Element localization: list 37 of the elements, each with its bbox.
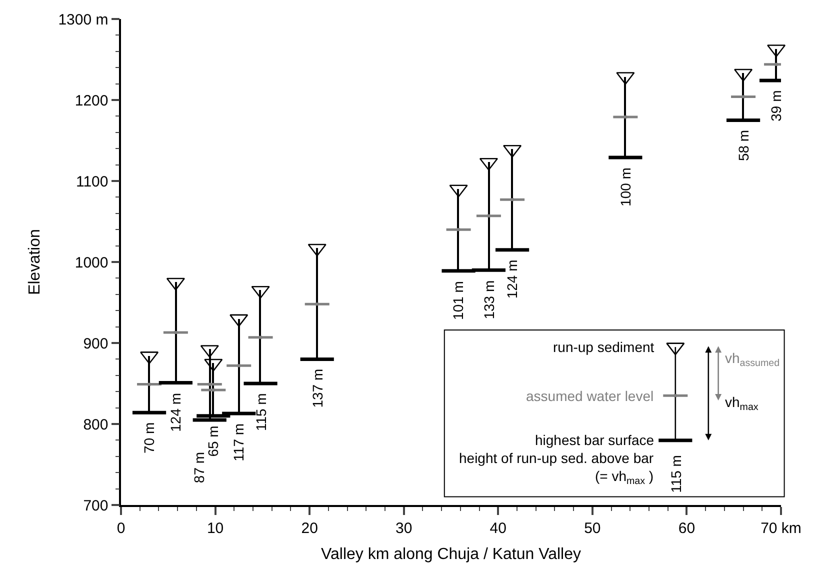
y-tick-label: 700 (83, 497, 108, 514)
annotation: height of run-up sed. above bar (= vh$_{max}$ ) (459, 450, 654, 488)
x-axis-title: Valley km along Chuja / Katun Valley (321, 546, 581, 563)
data-label: 65 m (205, 426, 221, 457)
annotation: vh$_{assumed}$ (725, 350, 780, 369)
data-label: 100 m (617, 168, 634, 206)
x-tick-label: 20 (301, 520, 318, 537)
x-tick-label: 30 (396, 520, 412, 537)
data-label: 133 m (481, 280, 498, 320)
y-tick-label: 1100 (76, 173, 108, 190)
x-tick-label: 0 (116, 520, 126, 537)
y-tick-label: 1200 (74, 92, 108, 110)
legend-label: highest bar surface (535, 432, 654, 448)
x-tick-label: 60 (678, 520, 696, 537)
data-label: 124 m (504, 260, 520, 299)
x-tick-label: 50 (584, 520, 601, 537)
data-label: 101 m (450, 281, 466, 320)
x-tick-label: 40 (490, 520, 506, 537)
data-label: 115 m (253, 393, 270, 432)
y-tick-label: 1300 m (58, 11, 108, 28)
y-tick-label: 800 (83, 416, 108, 434)
data-label: 70 m (141, 422, 158, 454)
x-tick-label: 10 (206, 520, 224, 537)
y-tick-label: 1000 (74, 254, 108, 272)
y-axis-title: Elevation (26, 229, 44, 295)
data-label: 124 m (168, 392, 184, 432)
data-label: 87 m (191, 452, 208, 484)
annotation: 115 m (668, 455, 684, 493)
y-tick-label: 900 (83, 335, 108, 352)
data-label: 137 m (309, 368, 326, 408)
data-label: 58 m (736, 130, 752, 162)
annotation: vh$_{max}$ (725, 394, 758, 413)
legend-label: run-up sediment (553, 339, 654, 355)
data-label: 39 m (768, 90, 784, 122)
legend-label: assumed water level (526, 388, 654, 404)
data-label: 117 m (230, 423, 246, 462)
x-tick-label: 70 km (760, 520, 802, 537)
